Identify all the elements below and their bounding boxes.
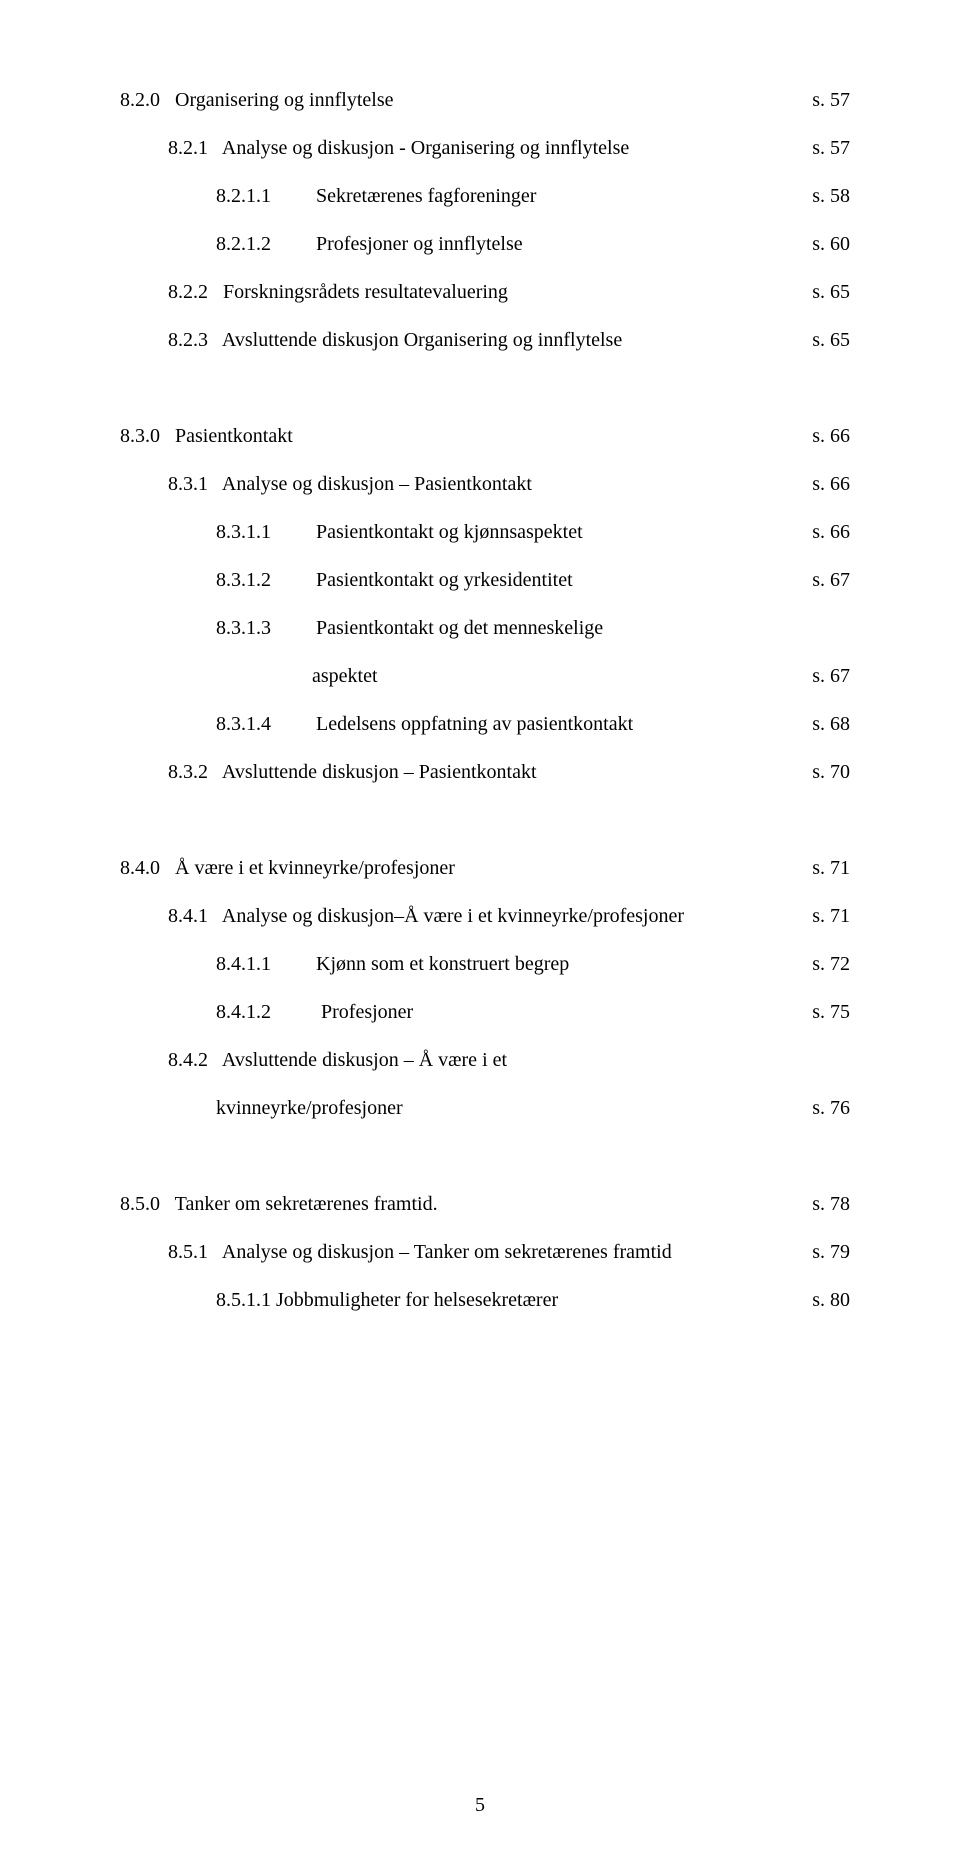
- toc-label: 8.5.1.1 Jobbmuligheter for helsesekretær…: [216, 1290, 558, 1310]
- toc-entry: 8.3.1.3 Pasientkontakt og det menneskeli…: [120, 618, 850, 638]
- toc-entry: 8.3.0 Pasientkontakt s. 66: [120, 426, 850, 446]
- toc-entry: 8.3.1.2 Pasientkontakt og yrkesidentitet…: [120, 570, 850, 590]
- page-number: 5: [0, 1794, 960, 1817]
- toc-label: 8.4.0 Å være i et kvinneyrke/profesjoner: [120, 858, 455, 878]
- toc-entry: 8.3.2 Avsluttende diskusjon – Pasientkon…: [120, 762, 850, 782]
- toc-label: 8.2.0 Organisering og innflytelse: [120, 90, 393, 110]
- toc-label: 8.3.2 Avsluttende diskusjon – Pasientkon…: [168, 762, 537, 782]
- toc-pageref: s. 75: [788, 1002, 850, 1022]
- toc-label: 8.2.3 Avsluttende diskusjon Organisering…: [168, 330, 622, 350]
- toc-label: 8.5.0 Tanker om sekretærenes framtid.: [120, 1194, 438, 1214]
- toc-entry: 8.2.2 Forskningsrådets resultatevaluerin…: [120, 282, 850, 302]
- toc-entry: 8.5.0 Tanker om sekretærenes framtid. s.…: [120, 1194, 850, 1214]
- toc-pageref: s. 78: [788, 1194, 850, 1214]
- toc-pageref: s. 79: [788, 1242, 850, 1262]
- toc-pageref: [826, 1050, 850, 1070]
- toc-entry: 8.4.1 Analyse og diskusjon–Å være i et k…: [120, 906, 850, 926]
- section-gap: [120, 378, 850, 426]
- toc-label: 8.3.1.1 Pasientkontakt og kjønnsaspektet: [216, 522, 583, 542]
- toc-entry: 8.3.1.1 Pasientkontakt og kjønnsaspektet…: [120, 522, 850, 542]
- toc-pageref: s. 72: [788, 954, 850, 974]
- toc-entry: 8.3.1 Analyse og diskusjon – Pasientkont…: [120, 474, 850, 494]
- toc-pageref: s. 65: [788, 330, 850, 350]
- section-gap: [120, 810, 850, 858]
- toc-entry: 8.5.1 Analyse og diskusjon – Tanker om s…: [120, 1242, 850, 1262]
- toc-entry: 8.4.1.1 Kjønn som et konstruert begrep s…: [120, 954, 850, 974]
- toc-label: 8.5.1 Analyse og diskusjon – Tanker om s…: [168, 1242, 672, 1262]
- toc-pageref: s. 65: [788, 282, 850, 302]
- toc-label: 8.4.2 Avsluttende diskusjon – Å være i e…: [168, 1050, 507, 1070]
- toc-entry-continuation: kvinneyrke/profesjoner s. 76: [120, 1098, 850, 1118]
- toc-label: 8.4.1 Analyse og diskusjon–Å være i et k…: [168, 906, 684, 926]
- toc-entry: 8.2.1.2 Profesjoner og innflytelse s. 60: [120, 234, 850, 254]
- toc-label: kvinneyrke/profesjoner: [216, 1098, 403, 1118]
- toc-label: 8.4.1.2 Profesjoner: [216, 1002, 413, 1022]
- toc-label: 8.2.1.2 Profesjoner og innflytelse: [216, 234, 523, 254]
- section-gap: [120, 1146, 850, 1194]
- toc-entry: 8.2.3 Avsluttende diskusjon Organisering…: [120, 330, 850, 350]
- toc-label: aspektet: [312, 666, 378, 686]
- toc-entry: 8.5.1.1 Jobbmuligheter for helsesekretær…: [120, 1290, 850, 1310]
- toc-entry: 8.3.1.4 Ledelsens oppfatning av pasientk…: [120, 714, 850, 734]
- toc-pageref: s. 66: [788, 474, 850, 494]
- toc-entry: 8.4.0 Å være i et kvinneyrke/profesjoner…: [120, 858, 850, 878]
- toc-pageref: s. 67: [788, 570, 850, 590]
- toc-pageref: s. 66: [788, 522, 850, 542]
- toc-label: 8.2.1 Analyse og diskusjon - Organiserin…: [168, 138, 629, 158]
- toc-label: 8.4.1.1 Kjønn som et konstruert begrep: [216, 954, 569, 974]
- toc-pageref: s. 71: [788, 906, 850, 926]
- toc-pageref: [826, 618, 850, 638]
- toc-label: 8.2.2 Forskningsrådets resultatevaluerin…: [168, 282, 508, 302]
- toc-pageref: s. 60: [788, 234, 850, 254]
- toc-entry: 8.2.1.1 Sekretærenes fagforeninger s. 58: [120, 186, 850, 206]
- toc-label: 8.3.1.2 Pasientkontakt og yrkesidentitet: [216, 570, 573, 590]
- toc-entry: 8.4.2 Avsluttende diskusjon – Å være i e…: [120, 1050, 850, 1070]
- toc-label: 8.3.1.3 Pasientkontakt og det menneskeli…: [216, 618, 603, 638]
- toc-pageref: s. 66: [788, 426, 850, 446]
- toc-pageref: s. 71: [788, 858, 850, 878]
- toc-label: 8.3.0 Pasientkontakt: [120, 426, 293, 446]
- toc-pageref: s. 68: [788, 714, 850, 734]
- toc-pageref: s. 70: [788, 762, 850, 782]
- toc-label: 8.2.1.1 Sekretærenes fagforeninger: [216, 186, 536, 206]
- toc-entry: 8.2.1 Analyse og diskusjon - Organiserin…: [120, 138, 850, 158]
- toc-pageref: s. 57: [788, 138, 850, 158]
- toc-entry: 8.2.0 Organisering og innflytelse s. 57: [120, 90, 850, 110]
- toc-pageref: s. 67: [788, 666, 850, 686]
- toc-pageref: s. 57: [788, 90, 850, 110]
- toc-pageref: s. 80: [788, 1290, 850, 1310]
- toc-entry-continuation: aspektet s. 67: [120, 666, 850, 686]
- toc-entry: 8.4.1.2 Profesjoner s. 75: [120, 1002, 850, 1022]
- toc-label: 8.3.1 Analyse og diskusjon – Pasientkont…: [168, 474, 532, 494]
- toc-label: 8.3.1.4 Ledelsens oppfatning av pasientk…: [216, 714, 633, 734]
- toc-pageref: s. 76: [788, 1098, 850, 1118]
- toc-page: 8.2.0 Organisering og innflytelse s. 57 …: [0, 0, 960, 1857]
- toc-pageref: s. 58: [788, 186, 850, 206]
